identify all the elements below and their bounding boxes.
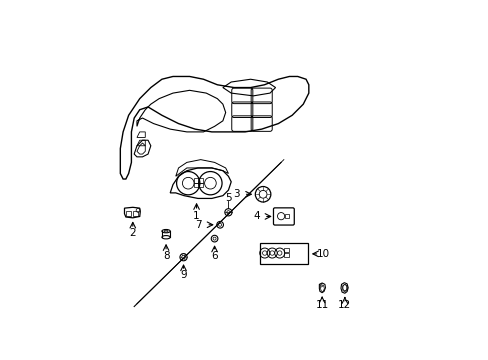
Bar bbox=[284, 253, 289, 257]
Text: 8: 8 bbox=[163, 251, 169, 261]
Bar bbox=[285, 214, 288, 219]
Text: 1: 1 bbox=[193, 211, 200, 221]
Bar bbox=[198, 183, 203, 187]
Text: 12: 12 bbox=[338, 300, 351, 310]
Text: 4: 4 bbox=[253, 211, 259, 221]
Bar bbox=[126, 211, 131, 216]
Bar bbox=[198, 179, 203, 183]
Bar bbox=[259, 243, 307, 264]
Bar bbox=[284, 248, 289, 252]
Text: 9: 9 bbox=[180, 270, 186, 280]
Text: 5: 5 bbox=[224, 193, 231, 203]
Bar bbox=[133, 211, 138, 216]
Text: 7: 7 bbox=[195, 220, 202, 230]
Text: 10: 10 bbox=[316, 249, 329, 259]
Bar bbox=[194, 183, 199, 187]
Text: 3: 3 bbox=[232, 189, 239, 199]
Text: 6: 6 bbox=[211, 251, 218, 261]
Text: 11: 11 bbox=[315, 300, 328, 310]
Bar bbox=[194, 179, 199, 183]
Text: 2: 2 bbox=[129, 228, 136, 238]
